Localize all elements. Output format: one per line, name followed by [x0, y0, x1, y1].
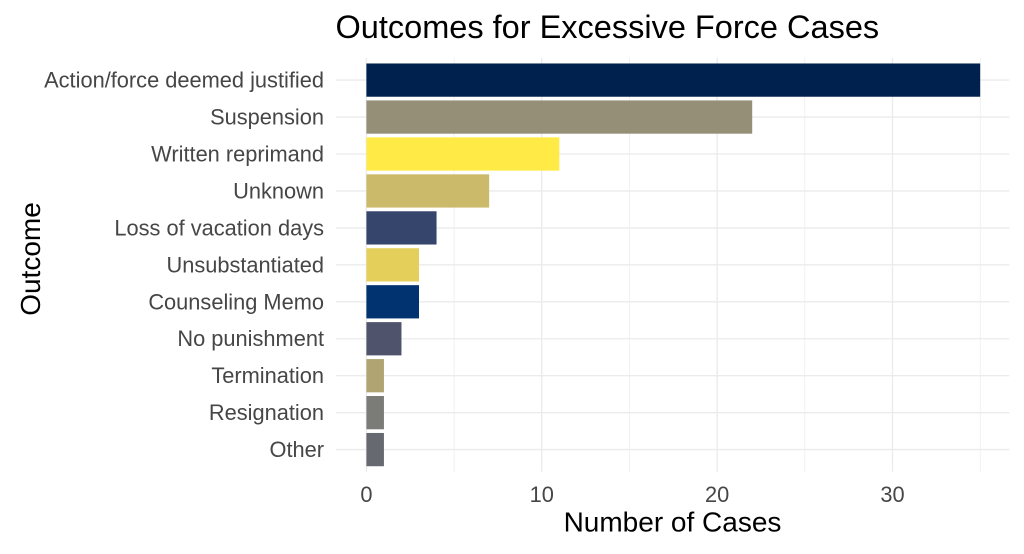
- svg-text:Written reprimand: Written reprimand: [151, 141, 324, 166]
- svg-text:20: 20: [705, 482, 729, 507]
- svg-text:Counseling Memo: Counseling Memo: [148, 289, 324, 314]
- svg-text:0: 0: [360, 482, 372, 507]
- svg-text:No punishment: No punishment: [177, 326, 324, 351]
- svg-text:10: 10: [530, 482, 554, 507]
- svg-text:Number of Cases: Number of Cases: [564, 506, 782, 537]
- svg-text:Outcome: Outcome: [15, 202, 46, 316]
- svg-text:Unknown: Unknown: [233, 178, 324, 203]
- svg-text:Unsubstantiated: Unsubstantiated: [166, 252, 324, 277]
- svg-text:Outcomes for Excessive Force C: Outcomes for Excessive Force Cases: [336, 9, 880, 45]
- svg-text:Action/force deemed justified: Action/force deemed justified: [44, 68, 324, 93]
- svg-text:Resignation: Resignation: [209, 400, 324, 425]
- svg-text:Suspension: Suspension: [210, 105, 324, 130]
- svg-text:Termination: Termination: [211, 363, 324, 388]
- svg-text:Loss of vacation days: Loss of vacation days: [114, 215, 324, 240]
- svg-text:Other: Other: [269, 437, 324, 462]
- svg-text:30: 30: [880, 482, 904, 507]
